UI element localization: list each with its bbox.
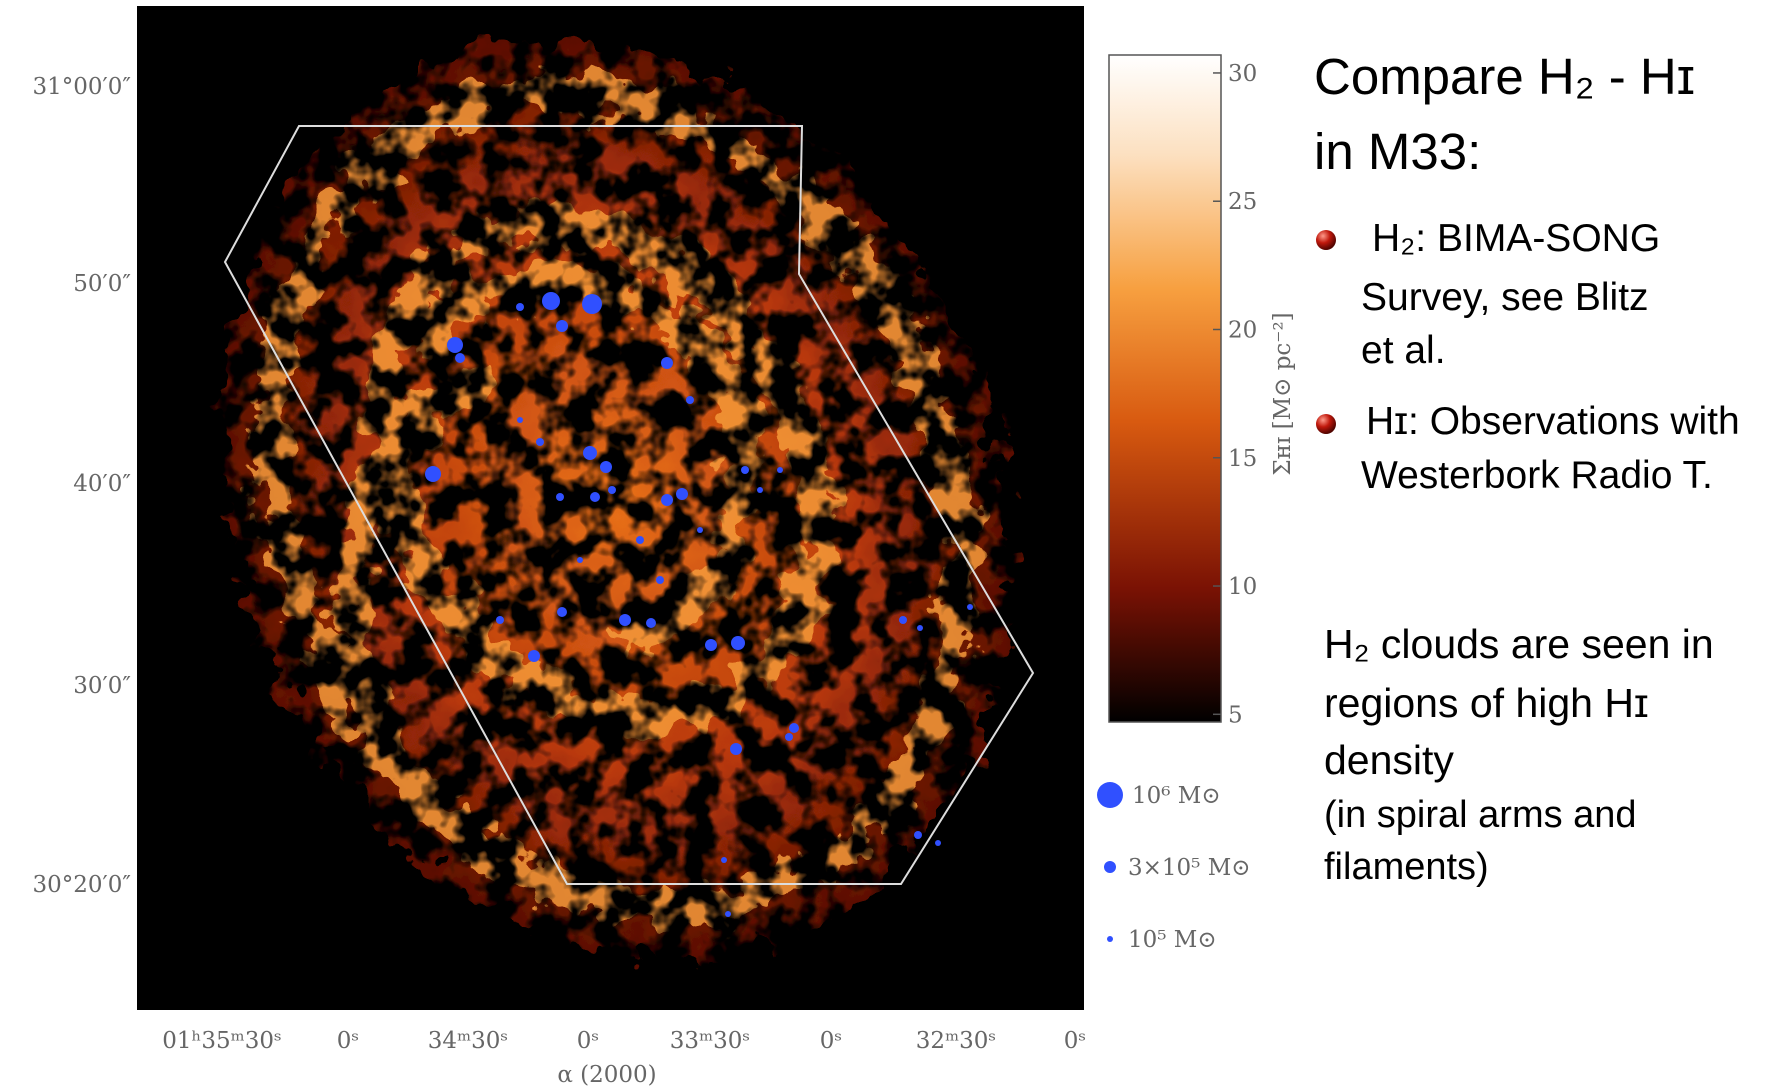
legend-dot	[1107, 936, 1113, 942]
legend-label: 3×10⁵ M⊙	[1128, 855, 1251, 881]
legend-label: 10⁵ M⊙	[1128, 927, 1217, 953]
y-tick-label: 30°20′0″	[33, 872, 132, 898]
bullet-markers	[1316, 230, 1336, 434]
x-tick-label: 0ˢ	[1064, 1028, 1086, 1054]
colorbar-tick-label: 20	[1228, 317, 1257, 343]
cloud-dot	[447, 337, 463, 353]
cloud-dot	[676, 488, 688, 500]
text-line: in M33:	[1314, 123, 1481, 180]
cloud-dot	[636, 536, 644, 544]
text-line: density	[1324, 737, 1454, 783]
legend-dot	[1104, 861, 1116, 873]
cloud-dot	[516, 303, 524, 311]
cloud-dot	[557, 607, 567, 617]
text-line: (in spiral arms and	[1324, 794, 1637, 836]
cloud-dot	[914, 831, 922, 839]
cloud-legend: 10⁶ M⊙ 3×10⁵ M⊙ 10⁵ M⊙	[1097, 782, 1251, 953]
x-axis-title: α (2000)	[557, 1062, 656, 1086]
cloud-dot	[517, 417, 523, 423]
galaxy	[222, 41, 1010, 959]
h2-clouds	[425, 292, 973, 917]
y-tick-label: 30′0″	[73, 673, 131, 699]
x-tick-label: 0ˢ	[337, 1028, 359, 1054]
legend-label: 10⁶ M⊙	[1132, 783, 1221, 809]
y-tick-label: 50′0″	[73, 271, 131, 297]
legend-dot	[1097, 782, 1123, 808]
cloud-dot	[661, 357, 673, 369]
text-line: H₂: BIMA-SONG	[1372, 217, 1660, 260]
cloud-dot	[741, 466, 749, 474]
text-line: Compare H₂ - Hɪ	[1314, 48, 1695, 105]
cloud-dot	[583, 446, 597, 460]
cloud-dot	[757, 487, 763, 493]
x-tick-label: 0ˢ	[820, 1028, 842, 1054]
cloud-dot	[789, 723, 799, 733]
cloud-dot	[705, 639, 717, 651]
y-tick-label: 40′0″	[73, 471, 131, 497]
cloud-dot	[917, 625, 923, 631]
cloud-dot	[731, 636, 745, 650]
cloud-dot	[777, 467, 783, 473]
text-line: Hɪ: Observations with	[1366, 400, 1740, 443]
cloud-dot	[899, 616, 907, 624]
cloud-dot	[656, 576, 664, 584]
colorbar-tick-label: 30	[1228, 61, 1257, 87]
cloud-dot	[536, 438, 544, 446]
y-tick-label: 31°00′0″	[33, 74, 132, 100]
bullet	[1316, 414, 1336, 434]
cloud-dot	[785, 733, 793, 741]
cloud-dot	[608, 486, 616, 494]
cloud-dot	[556, 320, 568, 332]
cloud-dot	[496, 616, 504, 624]
text-line: et al.	[1361, 329, 1446, 372]
cloud-dot	[425, 466, 441, 482]
text-line: filaments)	[1324, 846, 1489, 888]
hi-map	[137, 6, 1084, 1010]
cloud-dot	[697, 527, 703, 533]
x-tick-label: 34ᵐ30ˢ	[428, 1028, 508, 1054]
cloud-dot	[542, 292, 560, 310]
cloud-dot	[721, 857, 727, 863]
x-tick-label: 33ᵐ30ˢ	[670, 1028, 750, 1054]
cloud-dot	[455, 353, 465, 363]
text-line: regions of high Hɪ	[1324, 680, 1649, 726]
text-line: H₂ clouds are seen in	[1324, 621, 1714, 667]
x-tick-label: 0ˢ	[577, 1028, 599, 1054]
survey-outline	[223, 125, 1035, 885]
cloud-dot	[661, 494, 673, 506]
cloud-dot	[646, 618, 656, 628]
cloud-dot	[600, 461, 612, 473]
cloud-dot	[556, 493, 564, 501]
cloud-dot	[528, 650, 540, 662]
cloud-dot	[582, 294, 602, 314]
colorbar-tick-label: 10	[1228, 574, 1257, 600]
cloud-dot	[590, 492, 600, 502]
cloud-dot	[967, 604, 973, 610]
x-tick-label: 32ᵐ30ˢ	[916, 1028, 996, 1054]
cloud-dot	[935, 840, 941, 846]
cloud-dot	[686, 396, 694, 404]
colorbar-tick-label: 5	[1228, 702, 1243, 728]
text-line: Westerbork Radio T.	[1361, 454, 1713, 497]
cloud-dot	[730, 743, 742, 755]
colorbar	[1108, 54, 1222, 723]
cloud-dot	[725, 911, 731, 917]
colorbar-label: Σʜɪ [M⊙ pc⁻²]	[1270, 312, 1296, 475]
cloud-dot	[577, 557, 583, 563]
cloud-dot	[619, 614, 631, 626]
text-line: Survey, see Blitz	[1361, 276, 1649, 319]
colorbar-tick-label: 25	[1228, 189, 1257, 215]
colorbar-tick-label: 15	[1228, 446, 1257, 472]
bullet	[1316, 230, 1336, 250]
x-tick-label: 01ʰ35ᵐ30ˢ	[162, 1028, 282, 1054]
